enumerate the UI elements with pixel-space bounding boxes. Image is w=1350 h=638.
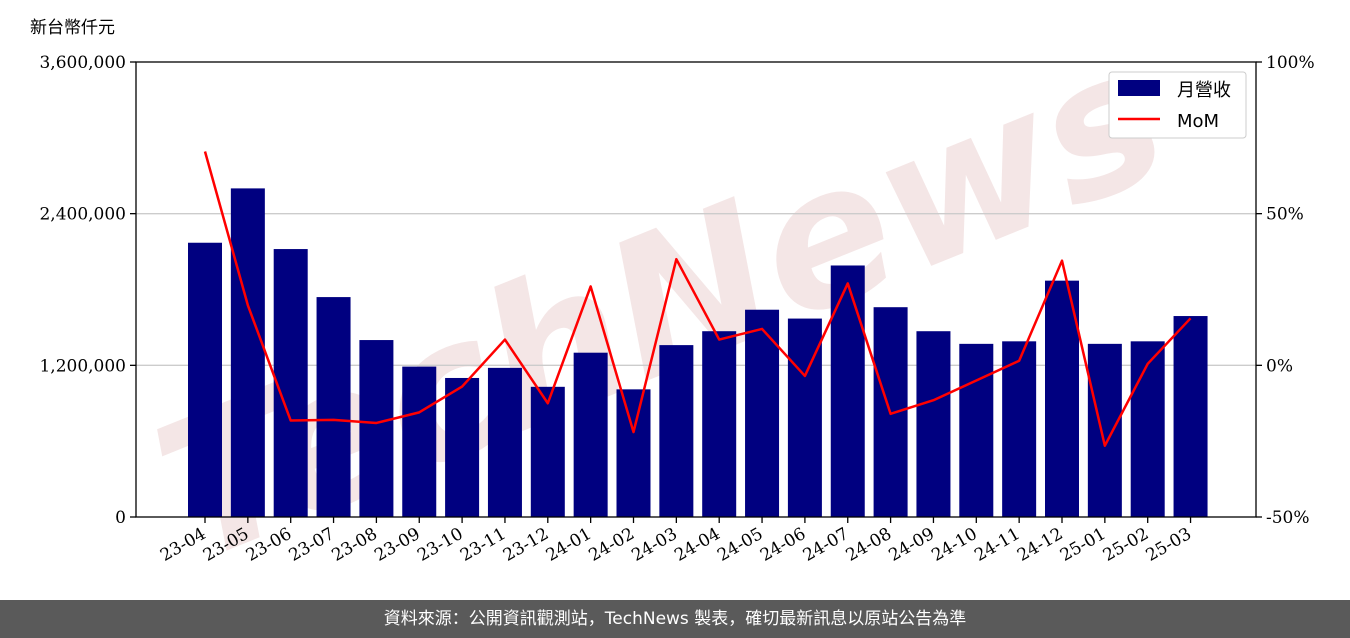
- right-tick-label: 50%: [1266, 205, 1304, 225]
- right-y-axis: -50% 0% 50% 100%: [1256, 53, 1315, 528]
- revenue-bar: [273, 249, 308, 518]
- right-tick-label: -50%: [1266, 508, 1310, 528]
- revenue-bar: [702, 331, 737, 517]
- revenue-bar: [1087, 343, 1122, 517]
- revenue-bar: [1173, 316, 1208, 517]
- plot-frame: [135, 61, 1257, 518]
- unit-label: 新台幣仟元: [30, 18, 115, 38]
- x-tick-label: 24-11: [971, 524, 1023, 566]
- x-tick-label: 25-03: [1143, 524, 1195, 566]
- revenue-bar: [487, 367, 522, 517]
- x-tick-label: 24-02: [586, 524, 638, 566]
- x-tick-label: 24-08: [843, 524, 895, 566]
- revenue-bars: [188, 188, 1208, 518]
- legend-label-revenue: 月營收: [1177, 80, 1231, 101]
- x-tick-label: 23-10: [414, 524, 466, 566]
- revenue-bar: [230, 188, 265, 517]
- x-tick-label: 24-10: [928, 524, 980, 566]
- revenue-bar: [830, 265, 865, 517]
- revenue-bar: [916, 331, 951, 517]
- legend-bar-swatch: [1118, 80, 1160, 96]
- x-tick-label: 25-01: [1057, 524, 1109, 566]
- revenue-bar: [445, 377, 480, 517]
- x-tick-label: 23-11: [457, 524, 509, 566]
- left-tick-label: 3,600,000: [39, 53, 126, 73]
- x-tick-label: 24-07: [800, 524, 852, 566]
- revenue-bar: [959, 343, 994, 517]
- x-tick-label: 24-05: [714, 524, 766, 566]
- x-tick-label: 24-01: [543, 524, 595, 566]
- x-tick-label: 23-12: [500, 524, 552, 566]
- x-tick-label: 24-12: [1014, 524, 1066, 566]
- revenue-bar: [402, 366, 437, 517]
- mom-line-group: [203, 151, 1192, 447]
- revenue-bar: [616, 389, 651, 517]
- legend-label-mom: MoM: [1177, 111, 1219, 132]
- revenue-bar: [188, 242, 222, 517]
- x-tick-label: 24-04: [671, 524, 723, 566]
- x-tick-label: 25-02: [1100, 524, 1152, 566]
- x-tick-label: 24-06: [757, 524, 809, 566]
- right-tick-label: 0%: [1266, 356, 1293, 376]
- revenue-bar: [1130, 341, 1165, 517]
- revenue-bar: [530, 386, 565, 517]
- x-tick-label: 24-03: [628, 524, 680, 566]
- revenue-bar: [745, 309, 780, 517]
- source-footer: 資料來源：公開資訊觀測站，TechNews 製表，確切最新訊息以原站公告為準: [0, 600, 1350, 638]
- legend: 月營收 MoM: [1108, 71, 1247, 139]
- chart: TechNews 新台幣仟元 01,200,0002,400,0003,600,…: [30, 3, 1315, 600]
- left-tick-label: 2,400,000: [39, 205, 126, 225]
- revenue-bar: [1045, 280, 1079, 517]
- left-tick-label: 0: [115, 508, 126, 528]
- revenue-bar: [659, 345, 694, 517]
- revenue-bar: [359, 340, 394, 517]
- left-tick-label: 1,200,000: [39, 356, 126, 376]
- left-y-axis: 0 1,200,000 2,400,000 3,600,000: [39, 53, 136, 528]
- revenue-bar: [573, 352, 608, 517]
- revenue-bar: [1002, 341, 1037, 517]
- right-tick-label: 100%: [1266, 53, 1315, 73]
- x-tick-label: 24-09: [886, 524, 938, 566]
- revenue-bar: [316, 297, 351, 517]
- mom-line: [203, 151, 1192, 447]
